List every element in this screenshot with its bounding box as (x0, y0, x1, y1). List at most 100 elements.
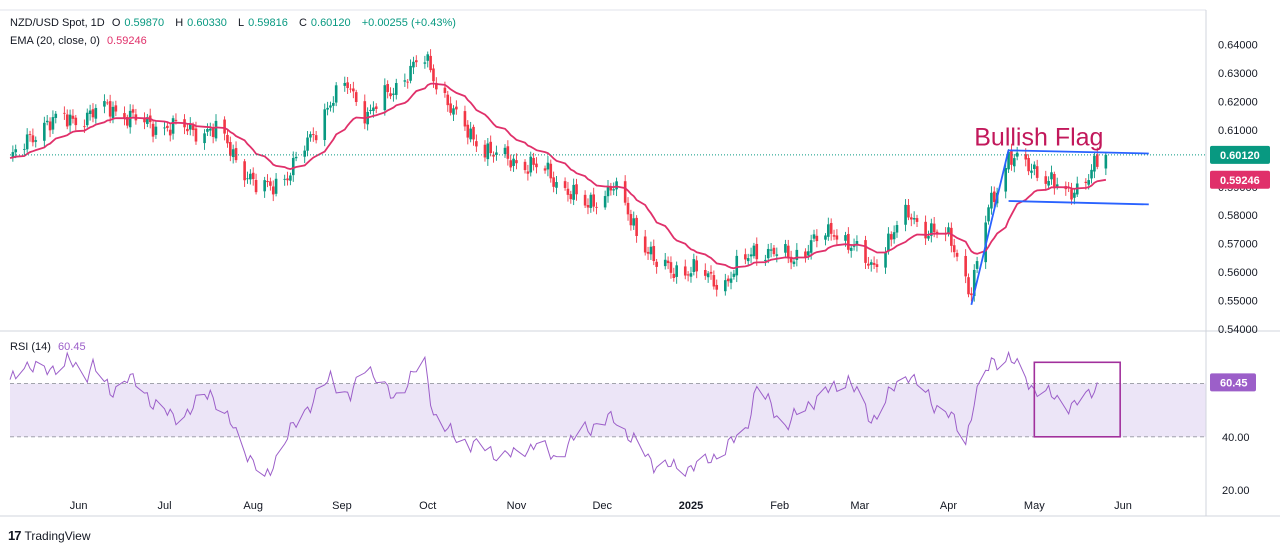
candle-body (503, 147, 507, 155)
candle-body (188, 123, 192, 130)
candle-body (686, 274, 690, 276)
candle-body (575, 184, 578, 195)
candle-body (374, 106, 378, 109)
candle-body (967, 277, 970, 295)
candle-body (875, 264, 879, 267)
candle-body (769, 249, 773, 251)
candle-body (446, 94, 450, 106)
candle-body (675, 265, 678, 277)
candle-body (271, 186, 275, 195)
candle-body (1030, 170, 1033, 173)
candle-body (372, 107, 375, 111)
candle-body (151, 123, 155, 137)
candle-body (91, 109, 95, 118)
candle-body (346, 82, 349, 89)
candle-body (263, 180, 266, 192)
candle-body (889, 234, 893, 240)
candle-body (48, 121, 52, 131)
candle-body (332, 102, 335, 106)
candle-body (726, 278, 730, 282)
ema-value: 0.59246 (106, 35, 147, 47)
candle-body (572, 184, 575, 200)
time-tick-label: Dec (592, 500, 612, 512)
candle-body (887, 233, 890, 252)
candle-body (443, 87, 447, 93)
candle-body (972, 269, 976, 297)
bullish-flag-annotation: Bullish Flag (974, 124, 1103, 152)
candle-body (895, 225, 899, 233)
candle-body (394, 83, 398, 95)
candle-body (932, 223, 936, 233)
candle-body (992, 191, 996, 203)
close-label: C 0.60120 (298, 17, 351, 29)
tradingview-logo[interactable]: 17 TradingView (8, 528, 91, 543)
candle-body (666, 260, 670, 264)
price-tick-label: 0.62000 (1218, 96, 1258, 108)
candle-body (1010, 150, 1013, 165)
candle-body (208, 128, 212, 131)
candle-body (383, 85, 387, 111)
candle-body (231, 149, 235, 158)
candle-body (732, 273, 736, 277)
candle-body (709, 271, 713, 274)
candle-body (835, 235, 839, 240)
candle-body (326, 107, 329, 110)
candle-body (515, 160, 518, 164)
candle-body (909, 217, 913, 220)
candle-body (855, 240, 859, 246)
candle-body (646, 251, 650, 254)
candle-body (1104, 154, 1108, 169)
candle-body (586, 205, 590, 208)
candle-body (51, 117, 55, 130)
candle-body (369, 109, 372, 111)
candle-body (354, 92, 358, 103)
candle-body (712, 275, 716, 287)
candle-body (764, 259, 767, 261)
candle-body (924, 221, 927, 239)
candle-body (146, 117, 149, 124)
candle-body (266, 180, 269, 183)
candle-body (54, 113, 58, 118)
rsi-highlight-box (1033, 361, 1121, 438)
candle-body (274, 178, 278, 194)
candle-body (45, 120, 49, 123)
candle-body (506, 146, 510, 159)
time-tick-label: May (1024, 500, 1045, 512)
candle-body (512, 158, 515, 166)
flag-pole-line (970, 149, 1010, 306)
candle-body (286, 178, 289, 181)
candle-body (114, 105, 118, 112)
candle-body (964, 255, 967, 277)
candle-body (386, 84, 389, 93)
candle-body (947, 227, 950, 234)
candle-body (563, 181, 567, 188)
ema-price-tag-bg (1210, 170, 1270, 189)
candle-body (749, 254, 753, 257)
candle-body (766, 248, 770, 259)
time-tick-label: Aug (243, 500, 263, 512)
last-price-tag-bg (1210, 145, 1270, 164)
candle-body (955, 252, 959, 257)
candle-body (34, 140, 38, 142)
candle-body (1035, 166, 1039, 178)
candle-body (847, 233, 850, 250)
candle-body (606, 186, 610, 197)
candle-body (283, 178, 286, 180)
candle-body (85, 112, 89, 126)
candle-body (555, 182, 558, 188)
rsi-line (9, 350, 1098, 478)
candle-body (672, 273, 676, 278)
candle-body (194, 128, 198, 142)
time-tick-label: Sep (332, 500, 352, 512)
candle-body (229, 142, 232, 156)
candle-body (609, 186, 613, 191)
candle-body (171, 118, 175, 134)
candle-body (163, 127, 166, 129)
candle-body (546, 162, 550, 170)
candle-body (65, 114, 69, 127)
candle-body (203, 133, 206, 144)
candle-body (426, 54, 430, 61)
candle-body (31, 135, 35, 143)
candle-body (234, 148, 238, 161)
